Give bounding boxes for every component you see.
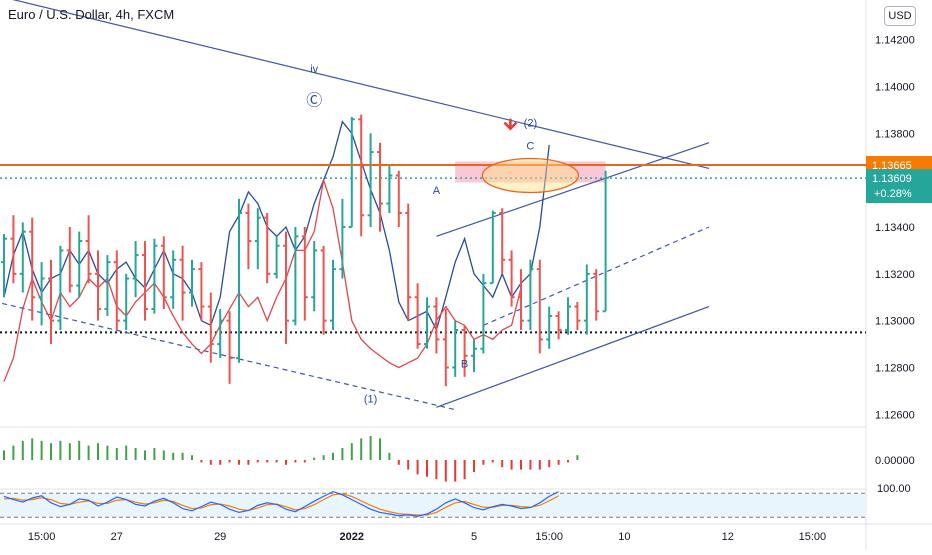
trend-line: [12, 0, 710, 170]
wave-label: iv: [310, 63, 318, 75]
wave-label: B: [461, 358, 468, 370]
last-price-label: 1.13609: [872, 173, 912, 185]
price-tick-label: 1.14000: [875, 82, 915, 94]
highlight-zone: [455, 161, 606, 183]
down-arrow-icon: [503, 118, 518, 131]
wave-label: C: [526, 141, 534, 153]
time-tick-label: 15:00: [28, 531, 56, 543]
resistance-price-label: 1.13665: [872, 160, 912, 172]
last-change-label: +0.28%: [874, 188, 912, 200]
price-tick-label: 1.13200: [875, 269, 915, 281]
histogram-zero-label: 0.00000: [875, 455, 915, 467]
time-tick-label: 15:00: [799, 531, 827, 543]
price-tick-label: 1.12600: [875, 409, 915, 421]
price-tick-label: 1.13800: [875, 128, 915, 140]
trend-line: [436, 306, 710, 408]
time-tick-label: 12: [722, 531, 734, 543]
oscillator-tick-label: 100.00: [877, 483, 911, 495]
time-tick-label: 5: [471, 531, 477, 543]
last-price-tag: [866, 169, 932, 204]
currency-button[interactable]: USD: [884, 6, 916, 26]
time-tick-label: 2022: [340, 531, 364, 543]
wave-label: (1): [364, 394, 377, 406]
highlight-ellipse: [481, 157, 580, 194]
price-tick-label: 1.13400: [875, 222, 915, 234]
price-tick-label: 1.14200: [875, 35, 915, 47]
trend-line: [436, 142, 710, 237]
trend-line: [0, 302, 456, 411]
price-tick-label: 1.12800: [875, 362, 915, 374]
time-tick-label: 10: [618, 531, 630, 543]
wave-label: Ⓒ: [306, 91, 322, 109]
wave-label: A: [433, 185, 441, 197]
oscillator-k-line: [3, 490, 559, 517]
lower-band-line: [3, 179, 522, 382]
oscillator-d-line: [3, 493, 559, 516]
time-tick-label: 29: [214, 531, 226, 543]
time-tick-label: 27: [111, 531, 123, 543]
chart-title: Euro / U.S. Dollar, 4h, FXCM: [8, 7, 175, 22]
wave-label: (2): [524, 117, 537, 129]
time-tick-label: 15:00: [535, 531, 563, 543]
price-tick-label: 1.13000: [875, 316, 915, 328]
